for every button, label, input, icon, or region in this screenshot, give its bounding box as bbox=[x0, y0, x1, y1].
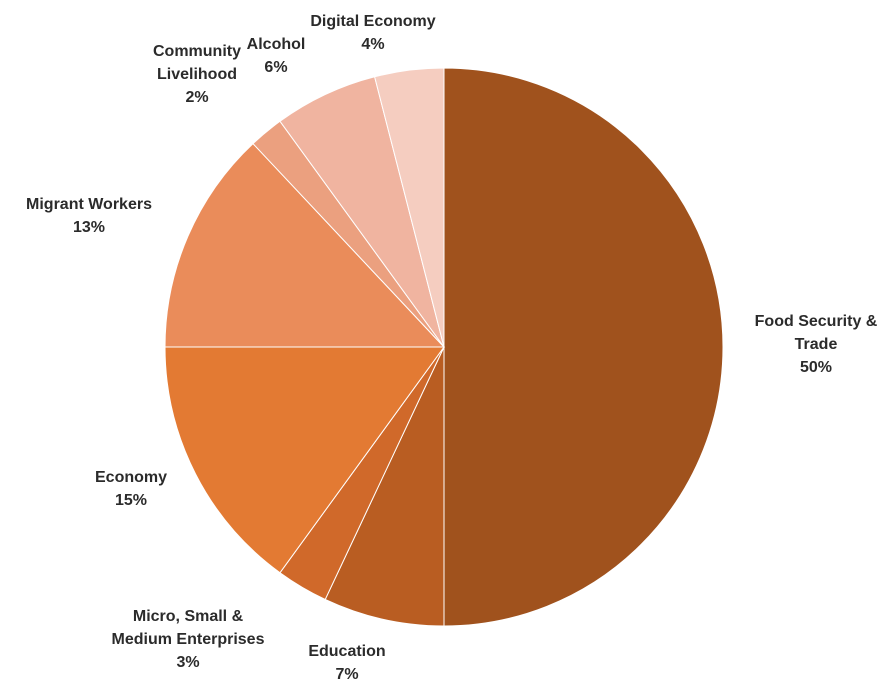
slice-label-text: Migrant Workers bbox=[26, 196, 152, 213]
slice-value-label: 13% bbox=[72, 219, 106, 236]
pie-slice-education bbox=[324, 346, 445, 627]
slice-label-text: Medium Enterprises bbox=[111, 631, 265, 648]
slice-label-text: Trade bbox=[794, 336, 838, 353]
slice-label-text: Livelihood bbox=[157, 66, 237, 83]
slice-label-food-security-and-trade: Food Security & Trade 50% bbox=[755, 310, 878, 379]
slice-label-text: Economy bbox=[94, 469, 168, 486]
slice-value-label: 4% bbox=[361, 36, 385, 53]
slice-label-text: Micro, Small & bbox=[132, 608, 244, 625]
slice-label-community-livelihood: Community Livelihood 2% bbox=[153, 40, 241, 109]
slice-label-text: Community bbox=[153, 43, 241, 60]
slice-label-digital-economy: Digital Economy 4% bbox=[310, 10, 435, 56]
slice-value-label: 3% bbox=[176, 654, 200, 671]
slice-label-micro-small-and-medium-enterprises: Micro, Small & Medium Enterprises 3% bbox=[112, 605, 265, 674]
slice-label-alcohol: Alcohol 6% bbox=[247, 33, 306, 79]
slice-label-text: Food Security & bbox=[754, 313, 878, 330]
slice-label-text: Alcohol bbox=[246, 36, 306, 53]
slice-label-education: Education 7% bbox=[308, 640, 385, 686]
pie-slices bbox=[164, 67, 724, 627]
pie-slice-migrant-workers bbox=[164, 142, 446, 348]
slice-label-economy: Economy 15% bbox=[95, 466, 167, 512]
slice-value-label: 50% bbox=[799, 359, 833, 376]
slice-value-label: 2% bbox=[185, 89, 209, 106]
pie-slice-digital-economy bbox=[374, 67, 445, 348]
slice-label-migrant-workers: Migrant Workers 13% bbox=[26, 193, 152, 239]
slice-label-text: Education bbox=[308, 643, 386, 660]
slice-value-label: 15% bbox=[114, 492, 148, 509]
slice-label-text: Digital Economy bbox=[310, 13, 436, 30]
slice-value-label: 6% bbox=[264, 59, 288, 76]
pie-slice-food-security-and-trade bbox=[443, 67, 724, 627]
pie-slice-economy bbox=[164, 346, 445, 574]
slice-value-label: 7% bbox=[335, 666, 359, 683]
